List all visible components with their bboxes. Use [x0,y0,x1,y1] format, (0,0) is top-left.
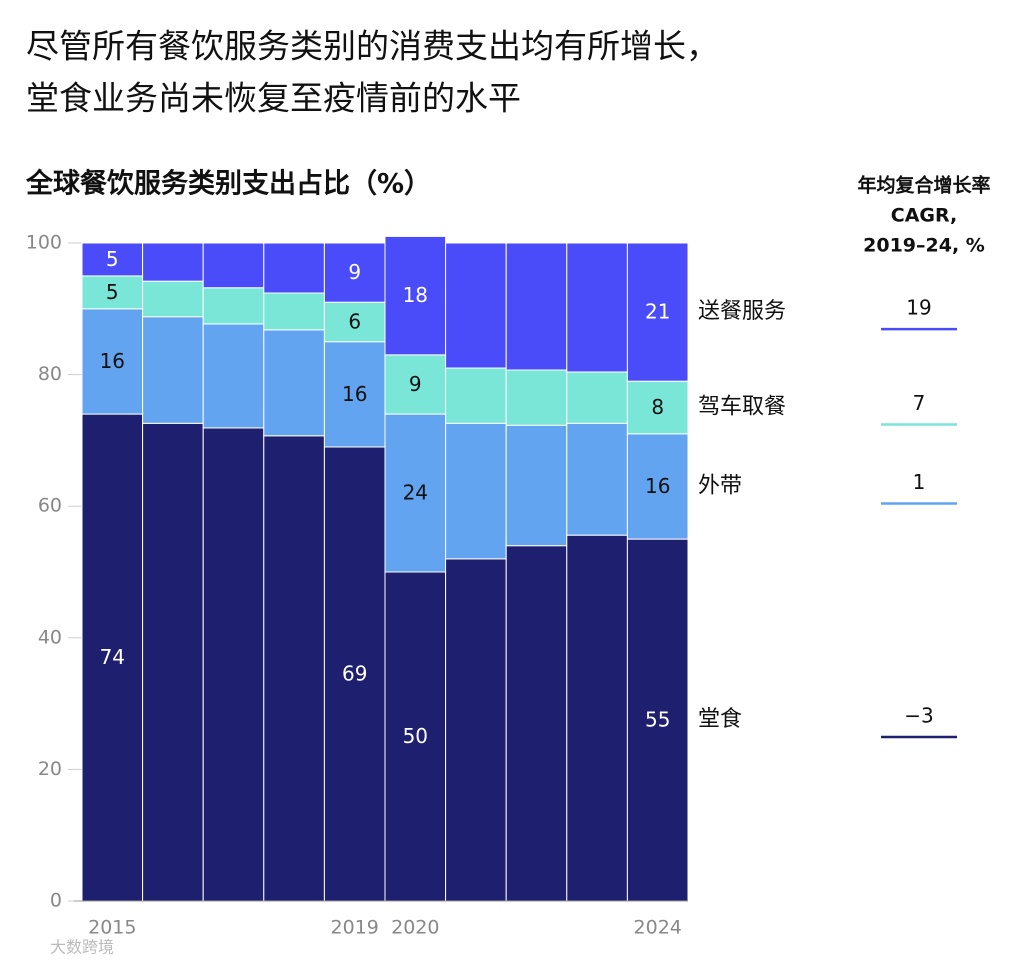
bar-segment [323,301,386,343]
bar-segment [445,558,507,902]
data-label: 9 [409,372,422,396]
chart-title: 尽管所有餐饮服务类别的消费支出均有所增长， [26,27,719,66]
bar-segment [323,242,386,303]
bar-segment [566,371,628,424]
bar-segment [505,369,568,426]
bar-segment [263,435,325,902]
data-label: 5 [106,247,119,271]
data-label: 16 [645,474,670,498]
data-label: 9 [348,260,361,284]
bar-segment [323,341,386,448]
cagr-title: 2019–24, % [863,235,985,257]
data-label: 6 [348,309,361,333]
bar-segment [323,446,386,902]
x-tick-label: 2020 [391,917,439,939]
chart-subtitle: 全球餐饮服务类别支出占比（%） [25,168,431,200]
bar-segment [566,422,628,536]
bar-segment [626,538,689,902]
bar-segment [445,242,507,369]
cagr-value: 1 [913,470,926,494]
cagr-title: CAGR, [891,205,957,227]
chart-title: 堂食业务尚未恢复至疫情前的水平 [26,79,521,118]
bar-segment [263,292,325,331]
bar-segment [566,534,628,902]
bar-segment [263,329,325,437]
bar-segment [202,242,265,289]
bar-segment [505,424,568,547]
bar-segment [142,316,204,424]
bar-segment [626,380,689,435]
cagr-value: 19 [906,296,931,320]
bar-segment [263,242,325,294]
y-tick-label: 100 [26,232,62,254]
y-tick-label: 20 [38,758,62,780]
cagr-title: 年均复合增长率 [857,174,990,197]
bar-segment [81,242,144,277]
bar-segment [626,433,689,540]
bar-segment [202,323,265,429]
data-label: 21 [645,300,670,324]
x-tick-label: 2019 [331,917,379,939]
data-label: 74 [100,645,125,669]
bar-segment [384,413,447,573]
bar-segment [384,235,447,356]
bar-segment [626,242,689,382]
watermark: 大数跨境 [50,938,114,957]
bar-segment [505,242,568,371]
legend-label: 堂食 [698,707,742,732]
x-tick-label: 2024 [634,917,682,939]
data-label: 16 [100,349,125,373]
data-label: 55 [645,708,670,732]
data-label: 18 [403,283,428,307]
data-label: 5 [106,280,119,304]
bar-segment [142,422,204,902]
y-tick-label: 80 [38,363,62,385]
legend-label: 送餐服务 [698,299,786,324]
data-label: 16 [342,382,367,406]
y-tick-label: 60 [38,495,62,517]
x-tick-label: 2015 [88,917,136,939]
bar-segment [445,422,507,560]
data-label: 50 [403,724,428,748]
data-label: 8 [651,395,664,419]
bar-segment [202,287,265,325]
bar-segment [142,280,204,318]
bar-segment [202,427,265,902]
y-tick-label: 40 [38,626,62,648]
bar-segment [566,242,628,373]
legend-label: 驾车取餐 [698,395,786,420]
cagr-value: −3 [904,704,933,728]
y-tick-label: 0 [50,890,62,912]
bar-segment [142,242,204,282]
cagr-value: 7 [913,391,926,415]
bar-segment [445,367,507,424]
data-label: 69 [342,661,367,685]
bar-segment [505,545,568,902]
data-label: 24 [403,481,428,505]
legend-label: 外带 [698,473,742,498]
bar-segment [384,354,447,415]
